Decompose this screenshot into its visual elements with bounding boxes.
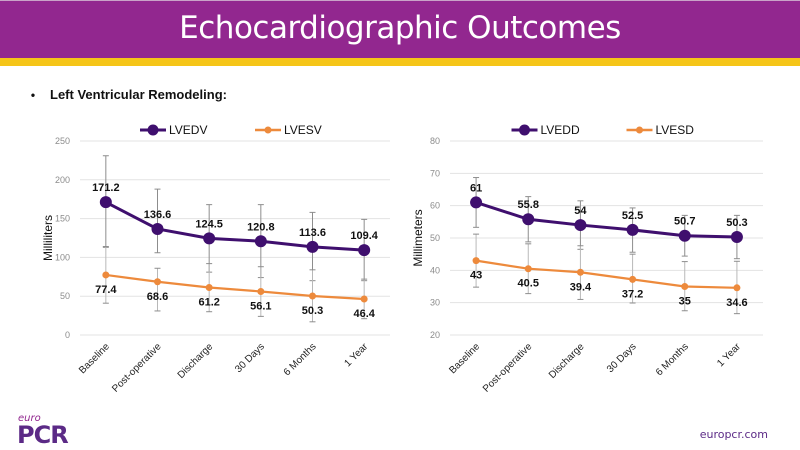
- data-label: 55.8: [518, 199, 539, 211]
- series-line-lvedd: [475, 201, 737, 239]
- y-tick-label: 0: [65, 330, 70, 340]
- y-tick-label: 80: [430, 136, 440, 146]
- data-label: 77.4: [95, 284, 117, 296]
- x-tick-label: 6 Months: [654, 341, 691, 378]
- x-tick-label: Post-operative: [481, 341, 535, 395]
- data-point-lvesd: [629, 275, 637, 283]
- data-label: 56.1: [250, 300, 271, 312]
- data-point-lvesv: [309, 292, 316, 300]
- data-label: 120.8: [247, 221, 275, 233]
- y-tick-label: 20: [430, 330, 440, 340]
- data-label: 39.4: [570, 281, 592, 293]
- x-tick-label: Post-operative: [110, 341, 164, 395]
- y-tick-label: 60: [430, 201, 440, 211]
- data-point-lvedv: [203, 232, 216, 245]
- data-point-lvedv: [358, 244, 371, 257]
- y-tick-label: 70: [430, 168, 440, 178]
- y-tick-label: 150: [55, 214, 70, 224]
- data-point-lvesv: [102, 271, 110, 279]
- x-tick-label: 6 Months: [282, 341, 319, 378]
- x-tick-label: Baseline: [77, 341, 112, 376]
- data-label: 109.4: [350, 230, 378, 242]
- chart-lv-volumes: 0 50 100 150 200 250 Milliliters BaselinePost-o…: [41, 123, 390, 395]
- legend-marker: [519, 124, 530, 136]
- y-tick-label: 100: [55, 252, 70, 262]
- accent-bar: [0, 58, 800, 66]
- data-point-lvedv: [151, 222, 164, 235]
- data-label: 50.3: [726, 217, 747, 229]
- legend-marker: [147, 124, 159, 136]
- data-label: 35: [679, 296, 691, 308]
- data-point-lvesv: [360, 295, 368, 303]
- x-tick-label: 30 Days: [605, 341, 639, 375]
- x-tick-label: Baseline: [447, 341, 482, 376]
- data-point-lvesd: [472, 257, 480, 265]
- data-point-lvedd: [470, 196, 483, 209]
- data-label: 40.5: [518, 278, 539, 290]
- legend-label: LVEDD: [541, 123, 580, 137]
- bullet-item: • Left Ventricular Remodeling:: [30, 87, 227, 102]
- data-label: 43: [470, 270, 482, 282]
- legend-label: LVESD: [656, 123, 695, 137]
- slide-title: Echocardiographic Outcomes: [179, 10, 621, 46]
- y-tick-label: 30: [430, 298, 440, 308]
- data-label: 34.6: [726, 297, 747, 309]
- y-tick-label: 50: [430, 233, 440, 243]
- data-label: 68.6: [147, 291, 168, 303]
- y-tick-label: 200: [55, 175, 70, 185]
- legend-label: LVESV: [284, 123, 322, 137]
- data-point-lvesd: [524, 265, 532, 273]
- data-label: 50.7: [674, 216, 695, 228]
- y-tick-label: 40: [430, 265, 440, 275]
- x-tick-label: 1 Year: [715, 341, 743, 369]
- bullet-text: Left Ventricular Remodeling:: [50, 87, 227, 102]
- data-point-lvesv: [205, 284, 213, 292]
- data-label: 46.4: [353, 308, 375, 320]
- y-axis-label: Millimeters: [411, 209, 425, 266]
- data-point-lvesv: [257, 287, 265, 295]
- data-point-lvesd: [681, 283, 689, 290]
- data-label: 54: [574, 205, 587, 217]
- data-point-lvedv: [254, 235, 267, 248]
- legend-marker: [264, 126, 272, 134]
- data-point-lvesd: [576, 268, 584, 276]
- x-tick-label: 30 Days: [233, 341, 267, 375]
- data-point-lvedd: [522, 213, 535, 226]
- data-point-lvesd: [733, 284, 741, 292]
- series-line-lvedv: [105, 200, 365, 252]
- data-label: 61: [470, 182, 482, 194]
- legend-marker: [636, 126, 643, 134]
- data-label: 113.6: [299, 227, 326, 239]
- website-link[interactable]: europcr.com: [699, 428, 768, 441]
- slide-header: Echocardiographic Outcomes: [0, 0, 800, 58]
- data-label: 124.5: [195, 218, 223, 230]
- series-line-lvesv: [105, 273, 365, 301]
- data-point-lvedd: [626, 223, 639, 236]
- data-label: 52.5: [622, 210, 643, 222]
- logo-euro-text: euro: [18, 413, 41, 424]
- data-point-lvedv: [99, 196, 112, 209]
- x-tick-label: 1 Year: [342, 341, 370, 369]
- data-label: 50.3: [302, 305, 323, 317]
- y-tick-label: 250: [55, 136, 70, 146]
- data-point-lvedd: [730, 231, 743, 244]
- chart-lv-dimensions: 20 30 40 50 60 70 80 Millimeters BaselinePost-op…: [411, 123, 763, 395]
- y-axis-label: Milliliters: [41, 215, 55, 261]
- data-point-lvedd: [678, 229, 691, 242]
- data-point-lvedv: [306, 240, 319, 253]
- x-tick-label: Discharge: [547, 341, 587, 381]
- legend-label: LVEDV: [169, 123, 207, 137]
- data-point-lvesv: [154, 278, 161, 286]
- data-point-lvedd: [574, 219, 587, 232]
- logo-pcr: PCR: [17, 421, 69, 449]
- series-line-lvesd: [475, 259, 737, 289]
- data-label: 136.6: [144, 209, 172, 221]
- data-label: 37.2: [622, 288, 643, 300]
- bullet-icon: •: [30, 87, 36, 102]
- x-tick-label: Discharge: [176, 341, 216, 381]
- data-label: 171.2: [92, 182, 120, 194]
- data-label: 61.2: [198, 297, 219, 309]
- y-tick-label: 50: [60, 291, 70, 301]
